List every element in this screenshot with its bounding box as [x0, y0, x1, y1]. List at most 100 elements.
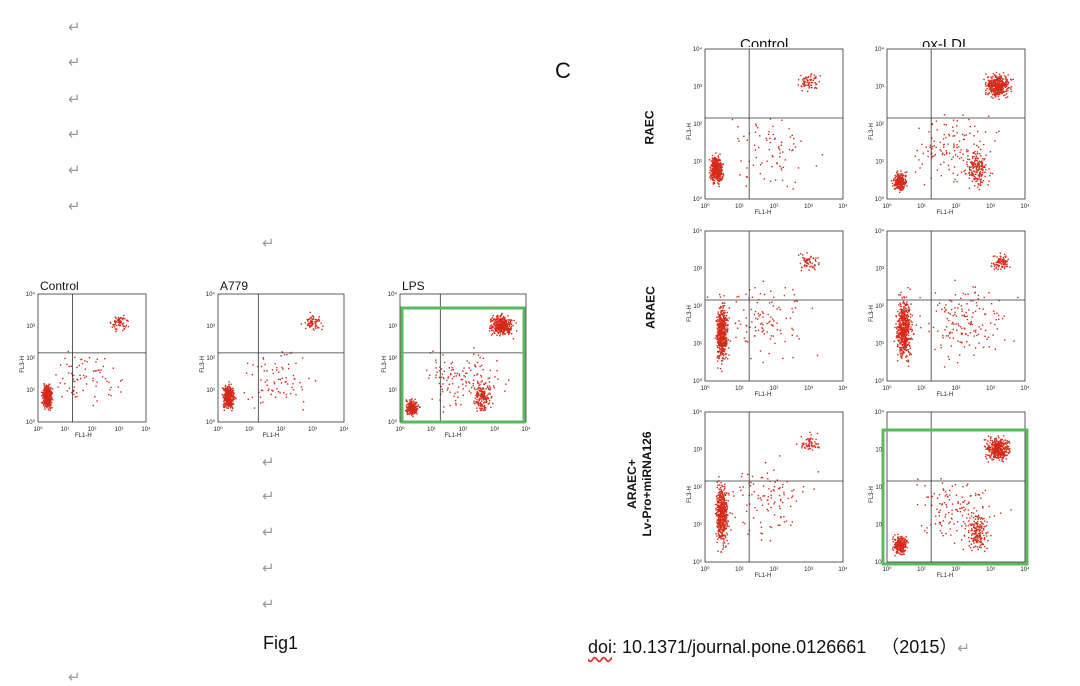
row-label-araec-lv: ARAEC+ Lv-Pro+miRNA126 [625, 419, 657, 549]
x-tick-label: 10⁰ [882, 385, 892, 392]
y-tick-label: 10⁰ [693, 559, 703, 566]
y-tick-label: 10⁴ [388, 291, 398, 298]
x-tick-label: 10⁰ [700, 203, 710, 210]
y-tick-label: 10⁴ [693, 409, 703, 416]
column-header-cropped: ox-LDL [880, 34, 1030, 47]
y-tick-label: 10³ [26, 324, 35, 330]
y-tick-label: 10¹ [206, 388, 215, 394]
x-tick-label: 10⁴ [521, 426, 531, 433]
plot-frame [705, 412, 843, 562]
x-tick-label: 10⁴ [838, 203, 848, 210]
y-tick-label: 10⁰ [693, 378, 703, 385]
x-tick-label: 10⁰ [395, 426, 405, 433]
x-axis-label: FL1-H [755, 210, 772, 216]
y-axis-label: FL3-H [687, 123, 693, 140]
scatter-points [892, 435, 1012, 556]
x-tick-label: 10¹ [917, 567, 926, 573]
paragraph-mark: ↵ [68, 127, 81, 142]
y-tick-label: 10¹ [693, 342, 702, 348]
y-tick-label: 10³ [693, 267, 702, 273]
doi-text: : 10.1371/journal.pone.0126661 [612, 637, 866, 657]
paragraph-mark: ↵ [957, 639, 970, 657]
x-tick-label: 10¹ [735, 204, 744, 210]
x-tick-label: 10¹ [917, 204, 926, 210]
y-tick-label: 10¹ [26, 388, 35, 394]
x-axis-label: FL1-H [937, 392, 954, 398]
y-tick-label: 10³ [875, 448, 884, 454]
y-tick-label: 10³ [875, 85, 884, 91]
y-tick-label: 10⁰ [693, 196, 703, 203]
y-tick-label: 10⁴ [875, 228, 885, 235]
y-axis-label: FL3-H [382, 356, 388, 373]
y-tick-label: 10² [388, 356, 397, 362]
column-header-control: Control [740, 36, 788, 47]
paragraph-mark: ↵ [68, 670, 81, 685]
y-tick-label: 10⁴ [206, 291, 216, 298]
scatter-points [894, 253, 1019, 368]
x-tick-label: 10⁴ [339, 426, 349, 433]
x-tick-label: 10³ [986, 386, 995, 392]
y-tick-label: 10⁴ [875, 46, 885, 53]
x-tick-label: 10³ [308, 427, 317, 433]
paragraph-mark: ↵ [68, 20, 81, 35]
x-tick-label: 10² [770, 567, 779, 573]
x-tick-label: 10² [952, 204, 961, 210]
y-tick-label: 10³ [693, 85, 702, 91]
plot-frame [218, 294, 344, 422]
x-tick-label: 10⁰ [213, 426, 223, 433]
y-tick-label: 10¹ [875, 160, 884, 166]
y-tick-label: 10¹ [875, 523, 884, 529]
x-tick-label: 10² [88, 427, 97, 433]
y-tick-label: 10² [206, 356, 215, 362]
y-tick-label: 10² [693, 485, 702, 491]
y-tick-label: 10⁰ [875, 378, 885, 385]
highlight-box [883, 430, 1027, 564]
x-tick-label: 10⁴ [141, 426, 151, 433]
doi-citation: doi: 10.1371/journal.pone.0126661 （2015）… [588, 633, 970, 659]
x-tick-label: 10⁴ [838, 385, 848, 392]
x-tick-label: 10³ [804, 204, 813, 210]
x-tick-label: 10⁰ [700, 566, 710, 573]
y-tick-label: 10² [26, 356, 35, 362]
x-tick-label: 10² [770, 386, 779, 392]
x-tick-label: 10¹ [427, 427, 436, 433]
x-tick-label: 10⁰ [882, 566, 892, 573]
paragraph-mark: ↵ [262, 236, 275, 251]
y-tick-label: 10² [875, 122, 884, 128]
x-axis-label: FL1-H [263, 433, 280, 439]
paragraph-mark: ↵ [262, 561, 275, 576]
figure-letter: C [555, 58, 571, 84]
paragraph-mark: ↵ [68, 199, 81, 214]
y-axis-label: FL3-H [869, 123, 875, 140]
x-tick-label: 10⁰ [882, 203, 892, 210]
row-label-line1: ARAEC+ [625, 419, 640, 549]
paragraph-mark: ↵ [262, 489, 275, 504]
y-tick-label: 10⁴ [26, 291, 36, 298]
plot-frame [887, 231, 1025, 381]
panel-label-lps: LPS [402, 279, 425, 293]
highlight-box [402, 308, 524, 422]
y-axis-label: FL3-H [869, 305, 875, 322]
panel-label-a779: A779 [220, 279, 248, 293]
x-axis-label: FL1-H [75, 433, 92, 439]
y-axis-label: FL3-H [200, 356, 206, 373]
y-axis-label: FL3-H [20, 356, 26, 373]
paragraph-mark: ↵ [68, 55, 81, 70]
scatter-points [41, 315, 129, 411]
paragraph-mark: ↵ [262, 597, 275, 612]
x-tick-label: 10² [277, 427, 286, 433]
y-tick-label: 10¹ [693, 160, 702, 166]
x-tick-label: 10³ [986, 204, 995, 210]
scatter-points [707, 252, 820, 372]
y-tick-label: 10¹ [388, 388, 397, 394]
y-axis-label: FL3-H [687, 305, 693, 322]
row-label-raec: RAEC [643, 108, 658, 148]
scatter-points [891, 72, 1014, 193]
x-tick-label: 10² [952, 386, 961, 392]
